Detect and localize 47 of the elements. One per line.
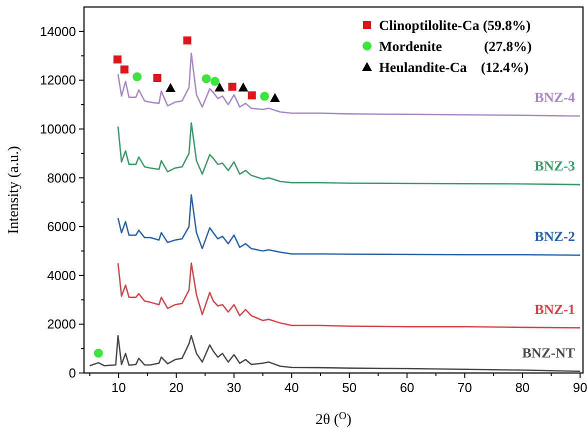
point — [132, 72, 142, 82]
point — [214, 82, 225, 92]
line-series — [117, 52, 581, 117]
line-series — [89, 334, 581, 372]
x-tick-label: 60 — [400, 380, 414, 395]
x-tick-label: 70 — [458, 380, 472, 395]
line-series — [117, 262, 581, 329]
x-tick-label: 30 — [226, 380, 242, 395]
legend-label: Clinoptilolite-Ca (59.8%) — [379, 19, 531, 34]
point — [113, 55, 122, 64]
x-tick-label: 20 — [169, 380, 184, 395]
point — [183, 36, 192, 44]
y-tick-label: 4000 — [47, 268, 76, 283]
point — [94, 348, 103, 358]
point — [202, 74, 211, 84]
x-tick-label: 80 — [515, 380, 530, 395]
series-label: BNZ-4 — [534, 91, 575, 106]
y-tick-label: 6000 — [47, 219, 76, 234]
point — [120, 65, 128, 74]
point — [270, 93, 280, 102]
y-tick-label: 2000 — [47, 316, 76, 332]
x-tick-label: 40 — [284, 380, 299, 395]
x-tick-label: 50 — [342, 380, 357, 395]
point — [238, 82, 248, 92]
series-label: BNZ-3 — [534, 160, 575, 175]
line-series — [117, 122, 581, 186]
point — [228, 82, 236, 91]
y-tick-label: 12000 — [40, 72, 76, 88]
point — [153, 74, 162, 82]
y-tick-label: 10000 — [40, 122, 76, 136]
y-tick-label: 8000 — [47, 170, 76, 186]
legend-label: Mordenite (27.8%) — [379, 40, 532, 55]
point — [260, 92, 270, 101]
legend-label: Heulandite-Ca (12.4%) — [379, 61, 530, 76]
point — [210, 76, 220, 86]
x-axis-title: 2θ ($^{O}$) — [315, 410, 352, 428]
series-label: BNZ-1 — [534, 302, 575, 318]
x-tick-label: 90 — [572, 380, 587, 395]
y-axis-title: Intensity (a.u.) — [6, 146, 22, 234]
line-series — [117, 194, 581, 256]
point — [248, 91, 256, 100]
y-tick-label: 14000 — [40, 24, 76, 39]
point — [166, 83, 176, 92]
series-label: BNZ-2 — [534, 230, 575, 246]
y-tick-label: 0 — [68, 366, 76, 380]
series-label: BNZ-NT — [522, 346, 576, 362]
x-tick-label: 10 — [111, 380, 126, 395]
